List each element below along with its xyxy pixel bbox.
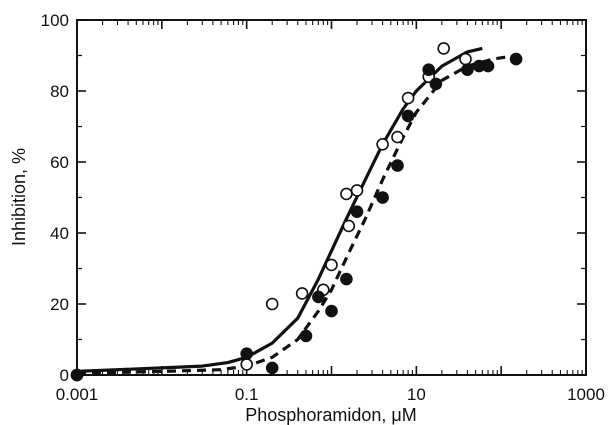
series-2-filled-point xyxy=(481,59,495,73)
series-1-open-point xyxy=(391,130,404,144)
series-2-filled-point xyxy=(312,290,325,304)
series-1-open-point xyxy=(325,258,338,272)
series-2-filled-point xyxy=(240,347,253,361)
series-1-open-point xyxy=(342,219,356,233)
series-1-open-point xyxy=(265,297,279,311)
series-2-fit-line xyxy=(76,53,517,375)
series-2-filled-point xyxy=(350,205,364,218)
series-2-filled-point xyxy=(376,191,389,204)
y-tick-label: 40 xyxy=(50,224,69,243)
series-2-filled-point xyxy=(265,361,279,375)
series-1-open-point xyxy=(459,52,472,66)
series-2-filled-point xyxy=(391,159,404,172)
series-1-open-point xyxy=(240,358,253,371)
fit-curves xyxy=(76,46,517,375)
series-2-filled-point xyxy=(429,77,443,91)
x-axis-title: Phosphoramidon, μM xyxy=(245,405,416,425)
series-2-filled-point xyxy=(461,63,474,76)
data-points xyxy=(70,42,523,382)
y-tick-label: 0 xyxy=(60,366,69,385)
series-1-open-point xyxy=(401,91,415,105)
series-1-fit-line xyxy=(76,46,483,373)
y-tick-label: 20 xyxy=(50,295,69,314)
x-tick-label: 0.1 xyxy=(235,385,259,404)
y-tick-label: 100 xyxy=(41,11,69,30)
series-2-filled-point xyxy=(70,368,84,382)
y-tick-label: 60 xyxy=(50,153,69,172)
x-tick-label: 0.001 xyxy=(56,385,99,404)
x-tick-label: 10 xyxy=(407,385,426,404)
series-2-filled-point xyxy=(422,63,436,76)
series-1-open-point xyxy=(437,42,451,55)
series-2-filled-point xyxy=(325,304,338,318)
series-1-open-point xyxy=(376,138,389,151)
series-2-filled-point xyxy=(299,329,313,343)
y-axis-title: Inhibition, % xyxy=(9,148,29,246)
plot-area-frame xyxy=(76,19,587,376)
series-2-filled-point xyxy=(401,109,415,123)
series-1-open-point xyxy=(295,287,309,300)
series-2-filled-point xyxy=(340,272,353,286)
x-tick-label: 1000 xyxy=(567,385,605,404)
axis-ticks: 0 20 40 60 80 100 0.001 0.1 10 1000 xyxy=(41,11,605,404)
series-2-filled-point xyxy=(509,52,523,66)
series-1-open-point xyxy=(340,187,353,201)
y-tick-label: 80 xyxy=(50,82,69,101)
series-1-open-point xyxy=(350,184,364,197)
